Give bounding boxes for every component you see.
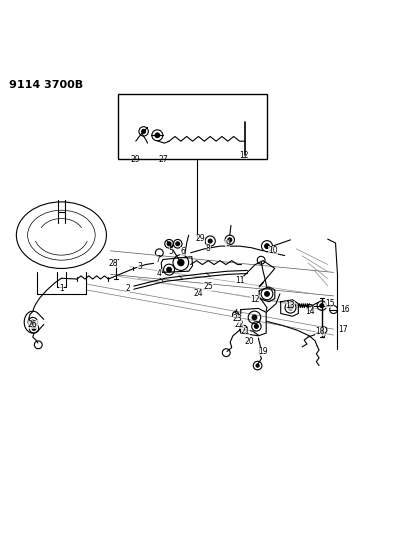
Bar <box>118 94 267 159</box>
Text: 16: 16 <box>340 305 350 314</box>
Text: 29: 29 <box>196 234 205 243</box>
Circle shape <box>288 305 293 310</box>
Circle shape <box>31 320 35 324</box>
Text: 26: 26 <box>28 320 38 329</box>
Text: 1: 1 <box>59 284 64 293</box>
Circle shape <box>228 238 232 242</box>
Circle shape <box>32 326 36 330</box>
Text: 2: 2 <box>126 284 130 293</box>
Text: 23: 23 <box>233 314 242 322</box>
Circle shape <box>208 239 212 243</box>
Circle shape <box>256 364 259 367</box>
Circle shape <box>178 260 184 266</box>
Text: 20: 20 <box>244 337 254 346</box>
Text: 17: 17 <box>338 326 348 334</box>
Text: 11: 11 <box>235 276 244 285</box>
Text: 18: 18 <box>315 327 325 336</box>
Text: 5: 5 <box>169 247 173 256</box>
Circle shape <box>252 315 257 320</box>
Text: 6: 6 <box>180 247 185 256</box>
Text: 24: 24 <box>194 289 203 298</box>
Text: 8: 8 <box>206 244 211 253</box>
Text: 15: 15 <box>325 299 334 308</box>
Circle shape <box>176 242 180 246</box>
Text: 19: 19 <box>258 347 268 356</box>
Circle shape <box>155 133 160 138</box>
Text: 3: 3 <box>137 262 142 271</box>
Text: 12: 12 <box>240 151 249 160</box>
Text: 13: 13 <box>286 301 295 310</box>
Text: 28: 28 <box>109 259 118 268</box>
Circle shape <box>254 325 258 328</box>
Circle shape <box>167 267 171 272</box>
Text: 10: 10 <box>268 246 278 255</box>
Text: 27: 27 <box>158 155 168 164</box>
Text: 21: 21 <box>241 327 250 336</box>
Text: 9114 3700B: 9114 3700B <box>9 80 83 91</box>
Text: 25: 25 <box>204 282 213 292</box>
Text: 29: 29 <box>131 155 141 164</box>
Circle shape <box>141 130 145 133</box>
Text: 12: 12 <box>250 295 260 304</box>
Circle shape <box>264 292 269 296</box>
Text: 9: 9 <box>226 238 230 247</box>
Circle shape <box>320 304 324 308</box>
Circle shape <box>264 244 269 248</box>
Text: 7: 7 <box>155 255 160 264</box>
Text: 22: 22 <box>234 320 244 329</box>
Circle shape <box>167 242 171 246</box>
Text: 4: 4 <box>157 269 162 278</box>
Text: 14: 14 <box>305 307 315 316</box>
